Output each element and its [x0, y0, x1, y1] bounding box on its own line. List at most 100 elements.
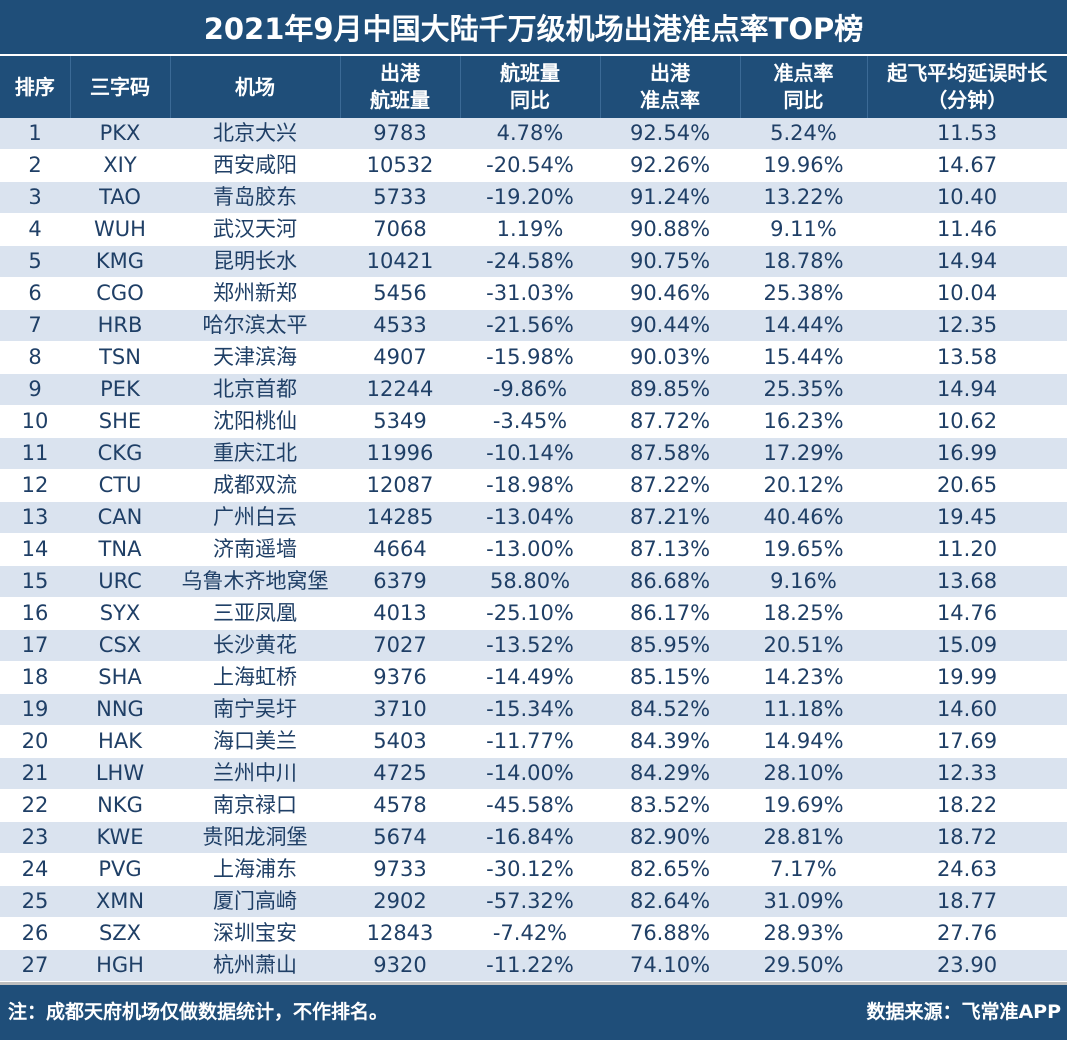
avg-delay-cell: 18.77: [867, 885, 1067, 918]
flights-cell: 9376: [340, 661, 460, 694]
code-cell: PVG: [70, 853, 170, 886]
table-row: 9 PEK 北京首都 12244 -9.86% 89.85% 25.35% 14.94: [0, 373, 1067, 406]
ontime-yoy-cell: 19.69%: [740, 789, 867, 822]
airport-cell: 南宁吴圩: [170, 693, 340, 726]
avg-delay-cell: 14.60: [867, 693, 1067, 726]
flights-cell: 5403: [340, 725, 460, 758]
ontime-rate-cell: 92.26%: [600, 149, 740, 182]
rank-cell: 27: [0, 949, 70, 982]
code-cell: SYX: [70, 597, 170, 630]
flights-yoy-cell: 58.80%: [460, 565, 600, 598]
table-row: 7 HRB 哈尔滨太平 4533 -21.56% 90.44% 14.44% 12.35: [0, 309, 1067, 342]
flights-yoy-cell: -15.34%: [460, 693, 600, 726]
table-row: 11 CKG 重庆江北 11996 -10.14% 87.58% 17.29% 16.99: [0, 437, 1067, 470]
code-cell: HRB: [70, 309, 170, 342]
rank-cell: 16: [0, 597, 70, 630]
avg-delay-cell: 10.40: [867, 181, 1067, 214]
flights-cell: 4907: [340, 341, 460, 374]
airport-cell: 哈尔滨太平: [170, 309, 340, 342]
code-cell: TAO: [70, 181, 170, 214]
airport-cell: 海口美兰: [170, 725, 340, 758]
flights-cell: 11996: [340, 437, 460, 470]
data-source: 数据来源：飞常准APP: [866, 1001, 1061, 1023]
airport-cell: 南京禄口: [170, 789, 340, 822]
table-row: 25 XMN 厦门高崎 2902 -57.32% 82.64% 31.09% 18.77: [0, 885, 1067, 918]
code-cell: SZX: [70, 917, 170, 950]
table-row: 1 PKX 北京大兴 9783 4.78% 92.54% 5.24% 11.53: [0, 118, 1067, 150]
code-cell: TSN: [70, 341, 170, 374]
flights-cell: 7068: [340, 213, 460, 246]
flights-cell: 5733: [340, 181, 460, 214]
flights-cell: 5456: [340, 277, 460, 310]
code-cell: XIY: [70, 149, 170, 182]
flights-yoy-cell: -31.03%: [460, 277, 600, 310]
code-cell: XMN: [70, 885, 170, 918]
ontime-rate-cell: 89.85%: [600, 373, 740, 406]
flights-cell: 10421: [340, 245, 460, 278]
code-cell: NKG: [70, 789, 170, 822]
avg-delay-cell: 13.58: [867, 341, 1067, 374]
ontime-rate-cell: 91.24%: [600, 181, 740, 214]
avg-delay-cell: 19.99: [867, 661, 1067, 694]
avg-delay-cell: 14.94: [867, 245, 1067, 278]
code-cell: NNG: [70, 693, 170, 726]
airport-cell: 青岛胶东: [170, 181, 340, 214]
flights-cell: 9320: [340, 949, 460, 982]
flights-yoy-cell: -11.77%: [460, 725, 600, 758]
flights-yoy-cell: -14.00%: [460, 757, 600, 790]
avg-delay-cell: 23.90: [867, 949, 1067, 982]
flights-yoy-cell: -14.49%: [460, 661, 600, 694]
header-ontime-yoy: 准点率 同比: [740, 56, 868, 118]
table-row: 16 SYX 三亚凤凰 4013 -25.10% 86.17% 18.25% 14.76: [0, 597, 1067, 630]
airport-cell: 深圳宝安: [170, 917, 340, 950]
ontime-yoy-cell: 13.22%: [740, 181, 867, 214]
flights-yoy-cell: -3.45%: [460, 405, 600, 438]
rank-cell: 17: [0, 629, 70, 662]
rank-cell: 26: [0, 917, 70, 950]
flights-cell: 14285: [340, 501, 460, 534]
rank-cell: 18: [0, 661, 70, 694]
rank-cell: 23: [0, 821, 70, 854]
ontime-rate-cell: 84.29%: [600, 757, 740, 790]
rank-cell: 10: [0, 405, 70, 438]
flights-yoy-cell: -16.84%: [460, 821, 600, 854]
airport-cell: 济南遥墙: [170, 533, 340, 566]
airport-cell: 天津滨海: [170, 341, 340, 374]
ontime-rate-cell: 92.54%: [600, 118, 740, 150]
flights-cell: 4533: [340, 309, 460, 342]
table-row: 21 LHW 兰州中川 4725 -14.00% 84.29% 28.10% 12.33: [0, 757, 1067, 790]
rank-cell: 12: [0, 469, 70, 502]
ontime-yoy-cell: 20.12%: [740, 469, 867, 502]
ontime-yoy-cell: 11.18%: [740, 693, 867, 726]
ontime-rate-cell: 90.46%: [600, 277, 740, 310]
ontime-rate-cell: 90.44%: [600, 309, 740, 342]
airport-cell: 沈阳桃仙: [170, 405, 340, 438]
airport-cell: 北京首都: [170, 373, 340, 406]
avg-delay-cell: 12.35: [867, 309, 1067, 342]
flights-yoy-cell: -15.98%: [460, 341, 600, 374]
avg-delay-cell: 11.53: [867, 118, 1067, 150]
code-cell: PKX: [70, 118, 170, 150]
rank-cell: 4: [0, 213, 70, 246]
airport-cell: 郑州新郑: [170, 277, 340, 310]
header-airport: 机场: [170, 56, 341, 118]
ontime-rate-cell: 85.95%: [600, 629, 740, 662]
table-row: 24 PVG 上海浦东 9733 -30.12% 82.65% 7.17% 24.63: [0, 853, 1067, 886]
code-cell: HGH: [70, 949, 170, 982]
ranking-table: 排序 三字码 机场 出港 航班量 航班量 同比 出港 准点率 准点率 同比 起飞平均延误…: [0, 56, 1067, 1014]
rank-cell: 3: [0, 181, 70, 214]
ontime-yoy-cell: 14.44%: [740, 309, 867, 342]
rank-cell: 11: [0, 437, 70, 470]
flights-cell: 6379: [340, 565, 460, 598]
header-ontime-rate: 出港 准点率: [600, 56, 741, 118]
airport-cell: 乌鲁木齐地窝堡: [170, 565, 340, 598]
flights-yoy-cell: -13.00%: [460, 533, 600, 566]
flights-cell: 3710: [340, 693, 460, 726]
table-row: 22 NKG 南京禄口 4578 -45.58% 83.52% 19.69% 18.22: [0, 789, 1067, 822]
table-row: 2 XIY 西安咸阳 10532 -20.54% 92.26% 19.96% 14.67: [0, 149, 1067, 182]
airport-cell: 昆明长水: [170, 245, 340, 278]
flights-yoy-cell: -10.14%: [460, 437, 600, 470]
flights-yoy-cell: 4.78%: [460, 118, 600, 150]
ontime-rate-cell: 87.72%: [600, 405, 740, 438]
ontime-yoy-cell: 9.11%: [740, 213, 867, 246]
